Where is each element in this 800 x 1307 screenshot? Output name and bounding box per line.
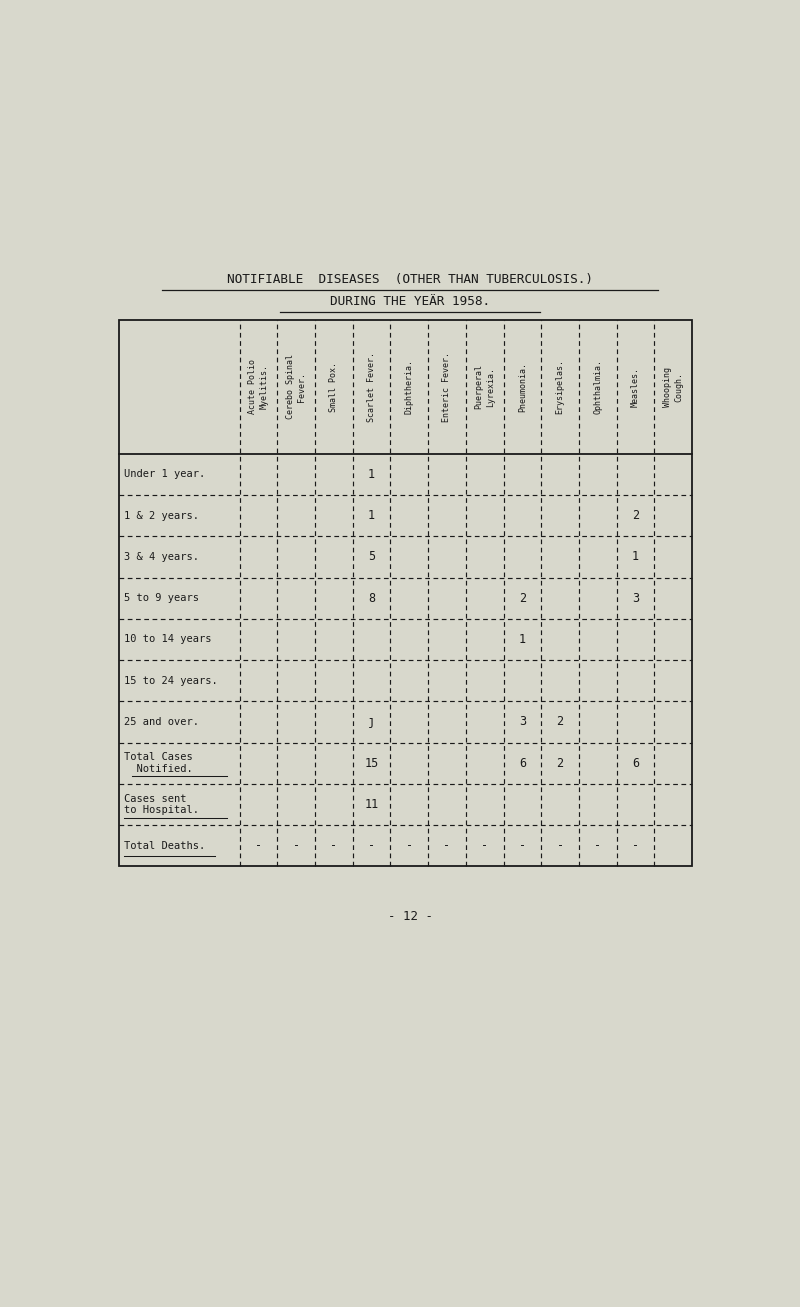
Text: Cerebo Spinal
Fever.: Cerebo Spinal Fever. — [286, 354, 306, 420]
Text: Erysipelas.: Erysipelas. — [555, 359, 565, 414]
Text: Small Pox.: Small Pox. — [330, 362, 338, 412]
Text: 8: 8 — [368, 592, 375, 605]
Text: - 12 -: - 12 - — [387, 910, 433, 923]
Text: 5: 5 — [368, 550, 375, 563]
Text: Enteric Fever.: Enteric Fever. — [442, 352, 451, 422]
Text: 2: 2 — [557, 715, 564, 728]
Text: 6: 6 — [519, 757, 526, 770]
Text: -: - — [443, 839, 450, 852]
Text: 3 & 4 years.: 3 & 4 years. — [123, 552, 198, 562]
Text: 1: 1 — [632, 550, 639, 563]
Text: 25 and over.: 25 and over. — [123, 718, 198, 727]
Text: 11: 11 — [364, 799, 378, 810]
Text: Puerperal
Lyrexia.: Puerperal Lyrexia. — [474, 365, 494, 409]
Text: -: - — [594, 839, 602, 852]
Text: Cases sent
to Hospital.: Cases sent to Hospital. — [123, 793, 198, 816]
Text: 1 & 2 years.: 1 & 2 years. — [123, 511, 198, 520]
Text: 10 to 14 years: 10 to 14 years — [123, 634, 211, 644]
Bar — [118, 320, 692, 867]
Text: 2: 2 — [557, 757, 564, 770]
Text: DURING THE YEÄR 1958.: DURING THE YEÄR 1958. — [330, 295, 490, 308]
Text: NOTIFIABLE  DISEASES  (OTHER THAN TUBERCULOSIS.): NOTIFIABLE DISEASES (OTHER THAN TUBERCUL… — [227, 273, 593, 286]
Text: -: - — [330, 839, 338, 852]
Text: -: - — [406, 839, 413, 852]
Text: 1: 1 — [368, 510, 375, 523]
Text: Scarlet Fever.: Scarlet Fever. — [367, 352, 376, 422]
Text: -: - — [293, 839, 300, 852]
Text: 3: 3 — [519, 715, 526, 728]
Text: Diphtheria.: Diphtheria. — [405, 359, 414, 414]
Text: -: - — [254, 839, 262, 852]
Text: 15 to 24 years.: 15 to 24 years. — [123, 676, 218, 686]
Text: 6: 6 — [632, 757, 639, 770]
Text: -: - — [557, 839, 564, 852]
Text: Acute Polio
Myelitis.: Acute Polio Myelitis. — [248, 359, 269, 414]
Text: Measles.: Measles. — [631, 367, 640, 406]
Text: 3: 3 — [632, 592, 639, 605]
Text: 5 to 9 years: 5 to 9 years — [123, 593, 198, 603]
Text: 2: 2 — [632, 510, 639, 523]
Text: ȷ: ȷ — [368, 715, 375, 728]
Text: -: - — [368, 839, 375, 852]
Text: 2: 2 — [519, 592, 526, 605]
Text: 15: 15 — [364, 757, 378, 770]
Text: -: - — [519, 839, 526, 852]
Text: 1: 1 — [519, 633, 526, 646]
Text: Total Deaths.: Total Deaths. — [123, 840, 205, 851]
Text: Under 1 year.: Under 1 year. — [123, 469, 205, 480]
Text: -: - — [632, 839, 639, 852]
Text: 1: 1 — [368, 468, 375, 481]
Text: Ophthalmia.: Ophthalmia. — [594, 359, 602, 414]
Text: -: - — [481, 839, 488, 852]
Text: Whooping
Cough.: Whooping Cough. — [663, 367, 683, 406]
Text: Pneumonia.: Pneumonia. — [518, 362, 527, 412]
Text: Total Cases
  Notified.: Total Cases Notified. — [123, 753, 192, 774]
